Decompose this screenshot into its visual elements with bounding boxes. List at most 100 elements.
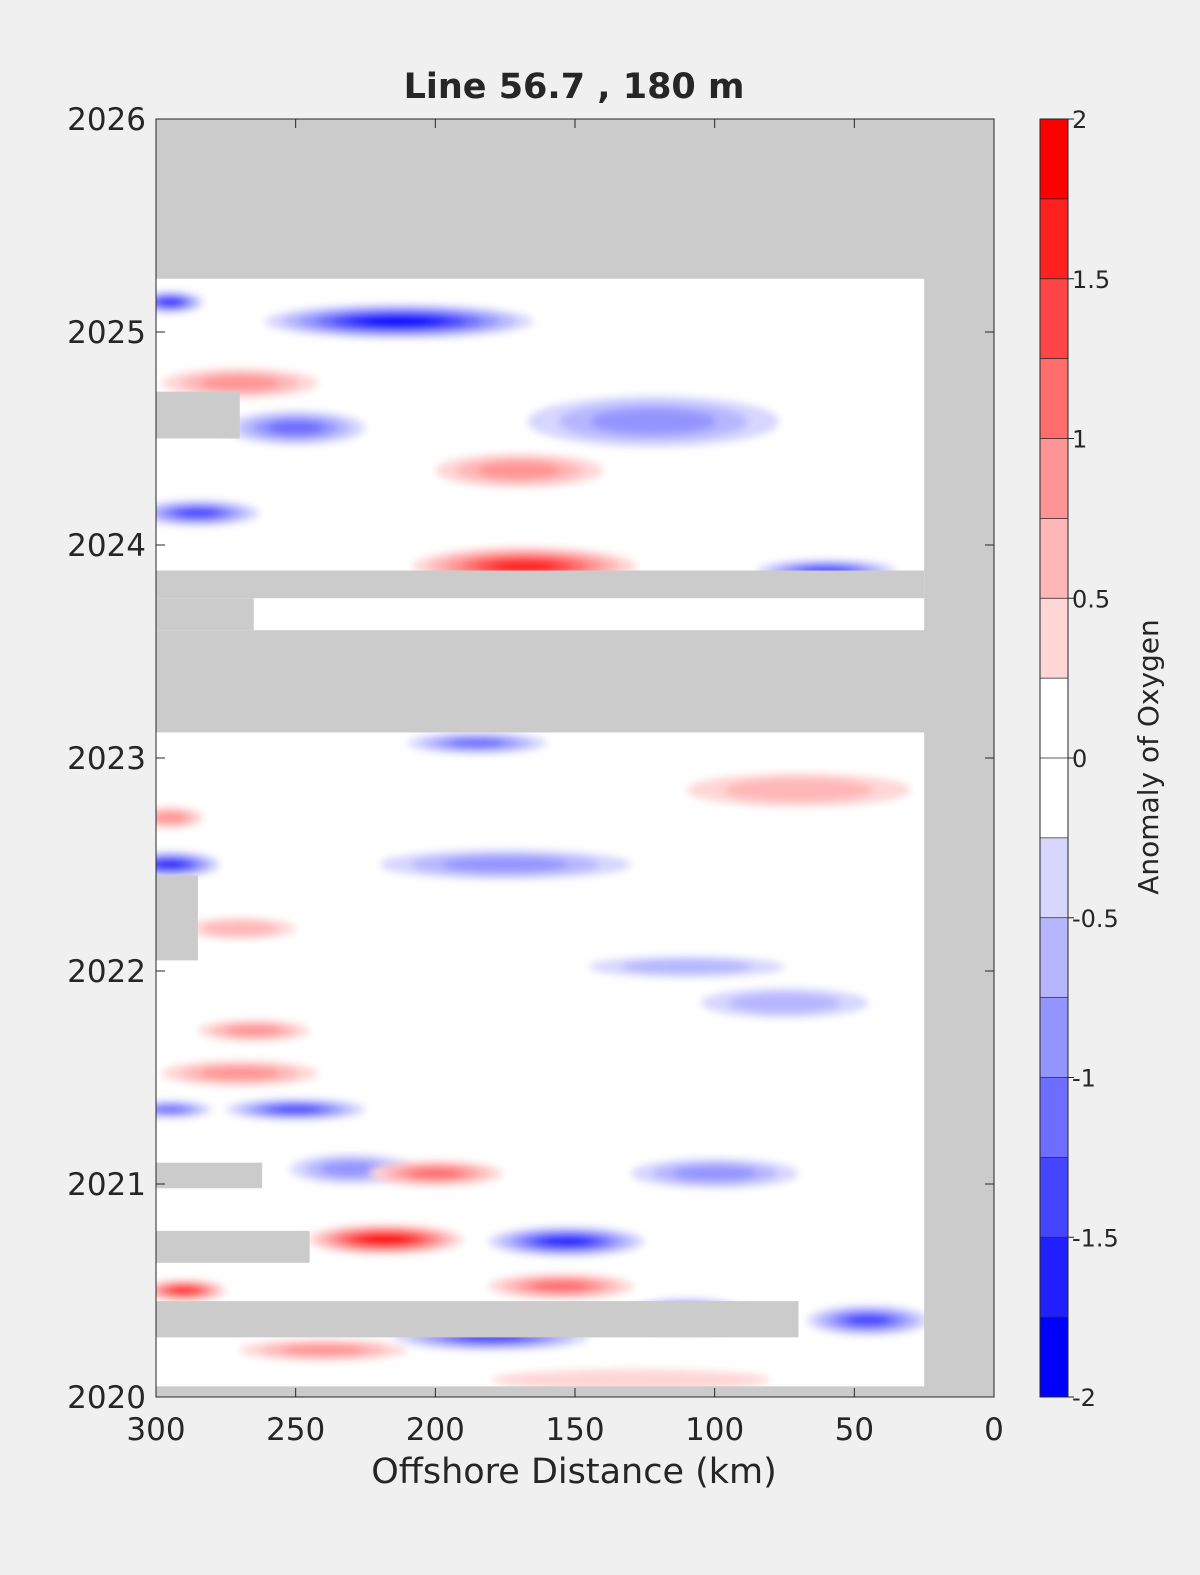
anomaly-blob [161, 368, 319, 399]
anomaly-blob [156, 851, 221, 878]
contour-level [320, 1161, 383, 1177]
nodata-region [156, 630, 994, 733]
nodata-mask [156, 119, 994, 1397]
contour-level [156, 812, 187, 823]
nodata-region [156, 119, 994, 279]
anomaly-blob [225, 1098, 366, 1121]
chart-title: Line 56.7 , 180 m [404, 67, 745, 107]
contour-level [492, 560, 557, 572]
nodata-region [156, 570, 925, 599]
contour-level [408, 1168, 463, 1179]
nodata-region [156, 1301, 799, 1338]
contour-level [281, 1344, 366, 1356]
colorbar-bin [1040, 598, 1068, 679]
y-tick-label: 2024 [67, 528, 146, 564]
colorbar-bin [1040, 1317, 1068, 1398]
anomaly-blob [435, 453, 603, 488]
colorbar-tick-label: 1 [1072, 426, 1087, 454]
contour-level [267, 421, 324, 435]
anomaly-blob [156, 291, 204, 313]
y-tick-label: 2022 [67, 954, 146, 990]
anomaly-blob [156, 806, 204, 829]
colorbar-tick-label: -1.5 [1072, 1224, 1119, 1252]
x-tick-label: 200 [406, 1412, 465, 1448]
anomaly-blob [491, 1369, 771, 1391]
colorbar-tick-label: -1 [1072, 1065, 1096, 1093]
contour-level [728, 993, 841, 1013]
contour-level [177, 508, 219, 518]
anomaly-blob [488, 1226, 645, 1257]
contour-level [202, 921, 278, 936]
y-tick-label: 2021 [67, 1167, 146, 1203]
plot-area: 300 250 200 150 100 50 0 202020212022202320242… [67, 102, 1004, 1448]
colorbar-bins [1040, 119, 1068, 1398]
colorbar-bin [1040, 678, 1068, 759]
anomaly-blob [225, 410, 366, 445]
contour-level [171, 1287, 196, 1294]
contour-level [590, 408, 717, 435]
anomaly-blob [407, 732, 548, 754]
x-axis-label: Offshore Distance (km) [371, 1452, 777, 1492]
x-tick-label: 250 [266, 1412, 325, 1448]
contour-level [200, 375, 279, 391]
colorbar-bin [1040, 1237, 1068, 1318]
colorbar-tick-label: -2 [1072, 1384, 1096, 1412]
colorbar-bin [1040, 1157, 1068, 1238]
contour-level [491, 1369, 771, 1391]
anomaly-blob [306, 1224, 464, 1255]
anomaly-blob [527, 395, 779, 448]
contour-level [477, 461, 562, 479]
anomaly-blob [806, 1305, 930, 1336]
contour-level [200, 1066, 279, 1080]
colorbar-bin [1040, 198, 1068, 280]
y-tick-label: 2026 [67, 102, 146, 138]
y-tick-label: 2025 [67, 315, 146, 351]
contour-level [672, 1165, 757, 1181]
colorbar-bin [1040, 119, 1068, 200]
x-tick-label: 150 [545, 1412, 604, 1448]
x-tick-label: 100 [685, 1412, 744, 1448]
anomaly-blob [183, 917, 296, 940]
colorbar-bin [1040, 358, 1068, 439]
anomaly-blob [588, 956, 785, 978]
anomaly-blob [264, 304, 534, 339]
x-tick-label: 50 [835, 1412, 874, 1448]
contour-level [723, 778, 873, 802]
colorbar-tick-label: 1.5 [1072, 266, 1110, 294]
colorbar-bin [1040, 518, 1068, 599]
anomaly-blob [700, 988, 869, 1018]
anomaly-blob [686, 772, 911, 807]
y-axis: 2020 2021 2022 2023 2024 2025 2026 [67, 102, 994, 1416]
colorbar: -2 -1.5 -1 -0.5 0 0.5 1 1.5 2 Anomaly of Oxygen [1039, 106, 1165, 1412]
anomaly-contours [156, 291, 930, 1391]
contour-level [365, 317, 433, 326]
nodata-region [156, 598, 254, 631]
colorbar-tick-label: 0 [1072, 745, 1087, 773]
colorbar-bin [1040, 917, 1068, 999]
contour-level [544, 1237, 589, 1246]
anomaly-blob [379, 849, 631, 880]
contour-level [365, 1235, 405, 1244]
contour-level [449, 738, 506, 748]
anomaly-blob [197, 1019, 310, 1042]
colorbar-bin [1040, 758, 1068, 839]
colorbar-label: Anomaly of Oxygen [1132, 619, 1165, 895]
colorbar-bin [1040, 997, 1068, 1078]
y-tick-label: 2020 [67, 1380, 146, 1416]
axes-background [156, 119, 994, 1397]
colorbar-tick-label: -0.5 [1072, 905, 1119, 933]
anomaly-blob [156, 500, 260, 526]
nodata-region [156, 391, 240, 439]
anomaly-blob [368, 1160, 503, 1187]
y-tick-label: 2023 [67, 741, 146, 777]
contour-level [156, 860, 185, 869]
anomaly-blob [156, 1100, 212, 1118]
colorbar-bin [1040, 278, 1068, 360]
colorbar-tick-label: 0.5 [1072, 585, 1110, 613]
contour-level [621, 959, 752, 974]
anomaly-blob [239, 1339, 408, 1361]
contour-level [160, 299, 180, 306]
anomaly-blob [156, 1279, 226, 1302]
contour-level [847, 1315, 889, 1326]
